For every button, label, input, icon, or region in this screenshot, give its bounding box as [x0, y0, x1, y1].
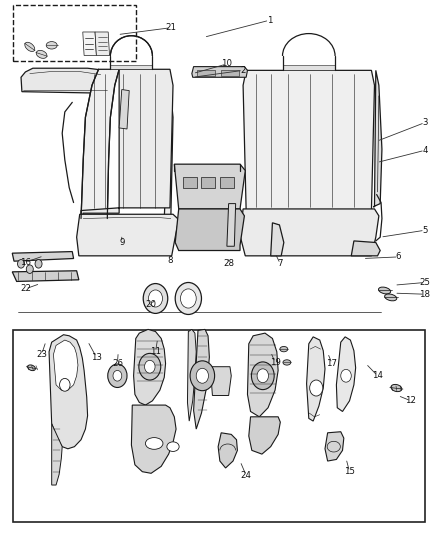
Polygon shape: [194, 329, 209, 429]
Polygon shape: [240, 209, 379, 256]
Polygon shape: [271, 223, 284, 256]
Polygon shape: [351, 241, 380, 256]
Bar: [13, 330, 425, 522]
Ellipse shape: [280, 346, 288, 352]
Circle shape: [143, 284, 168, 313]
Text: 10: 10: [221, 60, 233, 68]
Circle shape: [257, 369, 268, 383]
Ellipse shape: [46, 42, 57, 49]
Circle shape: [26, 265, 33, 273]
Text: 6: 6: [396, 253, 401, 261]
Polygon shape: [307, 337, 325, 421]
Polygon shape: [227, 204, 236, 246]
Bar: [197, 70, 215, 76]
Circle shape: [35, 260, 42, 268]
Text: 7: 7: [278, 260, 283, 268]
Circle shape: [175, 282, 201, 314]
Polygon shape: [81, 69, 173, 219]
Text: 16: 16: [20, 258, 31, 266]
Text: 3: 3: [422, 118, 427, 127]
Polygon shape: [247, 333, 278, 417]
Bar: [13, 5, 136, 61]
Polygon shape: [49, 335, 88, 449]
Ellipse shape: [167, 442, 179, 451]
Polygon shape: [210, 367, 231, 395]
Text: 26: 26: [112, 359, 123, 368]
Text: 18: 18: [419, 290, 431, 298]
Polygon shape: [12, 271, 79, 281]
Text: 22: 22: [20, 285, 31, 293]
Polygon shape: [21, 68, 113, 93]
Ellipse shape: [391, 384, 402, 392]
Text: 25: 25: [419, 278, 431, 287]
Circle shape: [190, 361, 215, 391]
Circle shape: [139, 353, 161, 380]
Polygon shape: [12, 252, 74, 261]
Polygon shape: [243, 70, 374, 211]
Circle shape: [180, 289, 196, 308]
Text: 24: 24: [240, 471, 252, 480]
Circle shape: [108, 364, 127, 387]
Text: 17: 17: [326, 359, 338, 368]
Ellipse shape: [378, 287, 391, 294]
Text: 19: 19: [270, 358, 280, 367]
Circle shape: [341, 369, 351, 382]
Polygon shape: [53, 340, 78, 390]
Polygon shape: [95, 32, 110, 55]
Polygon shape: [218, 433, 237, 468]
Text: 20: 20: [145, 301, 157, 309]
Text: 12: 12: [405, 397, 417, 405]
Text: 13: 13: [91, 353, 102, 361]
Polygon shape: [77, 214, 179, 256]
Ellipse shape: [28, 365, 35, 370]
Text: 14: 14: [372, 372, 383, 380]
Circle shape: [60, 378, 70, 391]
Text: 2: 2: [240, 66, 246, 75]
Bar: [183, 177, 197, 188]
Bar: [220, 177, 234, 188]
Circle shape: [145, 360, 155, 373]
Polygon shape: [174, 164, 245, 209]
Circle shape: [18, 260, 25, 268]
Polygon shape: [52, 424, 62, 485]
Ellipse shape: [385, 294, 397, 301]
Polygon shape: [283, 65, 335, 70]
Text: 28: 28: [223, 260, 234, 268]
Text: 11: 11: [150, 348, 161, 356]
Text: 4: 4: [422, 146, 427, 155]
Polygon shape: [83, 32, 96, 55]
Ellipse shape: [25, 42, 35, 52]
Polygon shape: [175, 209, 244, 251]
Ellipse shape: [36, 51, 47, 58]
Circle shape: [310, 380, 323, 396]
Polygon shape: [325, 432, 344, 461]
Polygon shape: [249, 417, 280, 454]
Text: 23: 23: [36, 350, 47, 359]
Text: 15: 15: [344, 467, 355, 476]
Circle shape: [113, 370, 122, 381]
Polygon shape: [373, 70, 382, 207]
Text: 9: 9: [119, 238, 124, 247]
Polygon shape: [110, 65, 152, 69]
Text: 5: 5: [422, 226, 427, 235]
Text: 21: 21: [165, 23, 177, 32]
Polygon shape: [81, 69, 173, 219]
Bar: [201, 177, 215, 188]
Polygon shape: [134, 329, 166, 405]
Polygon shape: [192, 67, 247, 77]
Circle shape: [251, 362, 274, 390]
Text: 1: 1: [267, 16, 272, 25]
Polygon shape: [131, 405, 176, 473]
Ellipse shape: [145, 438, 163, 449]
Bar: [221, 70, 239, 76]
Circle shape: [148, 290, 162, 307]
Polygon shape: [336, 337, 356, 411]
Polygon shape: [187, 329, 196, 421]
Circle shape: [196, 368, 208, 383]
Polygon shape: [119, 90, 129, 129]
Text: 8: 8: [167, 256, 173, 264]
Ellipse shape: [283, 360, 291, 365]
